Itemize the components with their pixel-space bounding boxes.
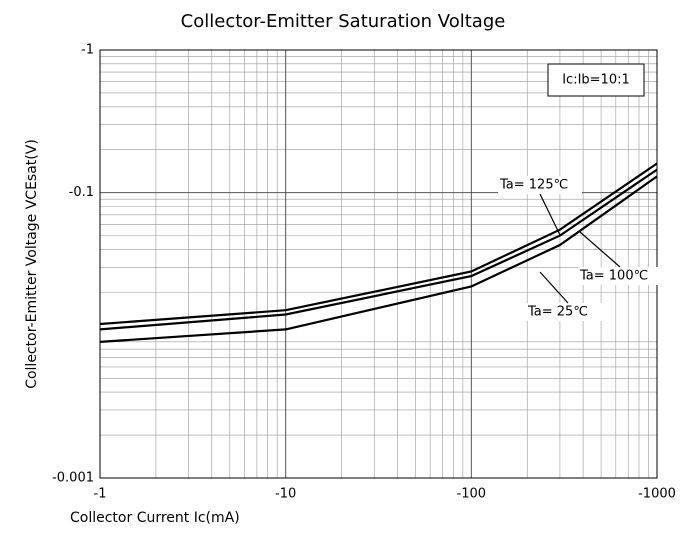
minor-grid (100, 50, 657, 478)
x-tick-label: -100 (457, 487, 487, 502)
series-line (99, 168, 658, 331)
label-arrow (539, 271, 569, 304)
label-bg (526, 303, 610, 321)
series-label: Ta= 125℃ (499, 178, 568, 193)
x-tick-label: -1000 (638, 487, 676, 502)
x-tick-label: -1 (94, 487, 107, 502)
series-label: Ta= 25℃ (527, 305, 588, 320)
y-tick-label: -1 (81, 43, 94, 58)
y-tick-label: -0.001 (52, 471, 94, 486)
label-arrow (539, 193, 561, 236)
plot-frame (99, 49, 658, 479)
series-label: Ta= 100℃ (579, 269, 648, 284)
annotation-box (547, 63, 645, 97)
label-bg (498, 176, 582, 194)
series-line (99, 162, 658, 326)
y-tick-label: -0.1 (69, 185, 94, 200)
label-arrow (579, 231, 621, 268)
y-axis-label: Collector-Emitter Voltage VCEsat(V) (24, 139, 40, 389)
label-bg (578, 267, 662, 285)
x-tick-label: -10 (275, 487, 296, 502)
chart-title: Collector-Emitter Saturation Voltage (181, 11, 506, 32)
annotation: Ic:Ib=10:1 (562, 73, 630, 88)
series-line (99, 175, 658, 343)
x-axis-label: Collector Current Ic(mA) (70, 510, 240, 526)
